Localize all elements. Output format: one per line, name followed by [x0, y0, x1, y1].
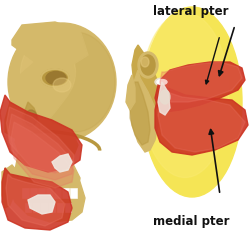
Polygon shape: [6, 174, 65, 226]
Polygon shape: [11, 122, 74, 188]
Bar: [49, 203, 55, 212]
Ellipse shape: [141, 55, 155, 75]
Polygon shape: [15, 125, 78, 165]
Ellipse shape: [141, 57, 149, 67]
Polygon shape: [28, 195, 55, 214]
Polygon shape: [15, 152, 80, 198]
Bar: [30, 188, 37, 198]
Text: medial pter: medial pter: [153, 216, 229, 228]
Polygon shape: [158, 90, 245, 152]
Polygon shape: [8, 114, 74, 180]
Ellipse shape: [46, 72, 66, 85]
Polygon shape: [130, 70, 158, 152]
Bar: [62, 188, 69, 198]
Polygon shape: [132, 45, 160, 112]
Polygon shape: [158, 82, 170, 115]
Polygon shape: [155, 85, 248, 155]
Bar: [22, 188, 29, 198]
Ellipse shape: [160, 90, 170, 104]
Polygon shape: [155, 62, 245, 112]
Bar: [33, 203, 39, 212]
Polygon shape: [12, 22, 88, 65]
Ellipse shape: [25, 110, 37, 126]
Bar: [41, 203, 47, 212]
Bar: [46, 188, 53, 198]
Polygon shape: [5, 168, 85, 222]
Ellipse shape: [142, 7, 242, 197]
Ellipse shape: [155, 78, 169, 86]
Polygon shape: [126, 75, 135, 110]
Polygon shape: [6, 107, 74, 173]
Bar: [70, 188, 77, 198]
Bar: [57, 203, 63, 212]
Ellipse shape: [8, 23, 116, 141]
Polygon shape: [5, 55, 75, 140]
Bar: [130, 0, 250, 250]
Polygon shape: [2, 168, 72, 230]
Ellipse shape: [53, 78, 71, 92]
Text: lateral pter: lateral pter: [153, 6, 229, 18]
Polygon shape: [130, 82, 150, 145]
Bar: [65, 203, 71, 212]
Ellipse shape: [35, 32, 115, 132]
Bar: [54, 188, 61, 198]
Polygon shape: [160, 62, 242, 102]
Polygon shape: [52, 154, 72, 172]
Bar: [38, 188, 45, 198]
Polygon shape: [0, 95, 82, 172]
Bar: [25, 203, 31, 212]
Ellipse shape: [141, 12, 229, 177]
Polygon shape: [22, 102, 40, 132]
Ellipse shape: [20, 40, 76, 104]
Ellipse shape: [138, 52, 158, 78]
Ellipse shape: [41, 69, 69, 87]
Polygon shape: [2, 165, 18, 208]
Ellipse shape: [157, 80, 167, 84]
